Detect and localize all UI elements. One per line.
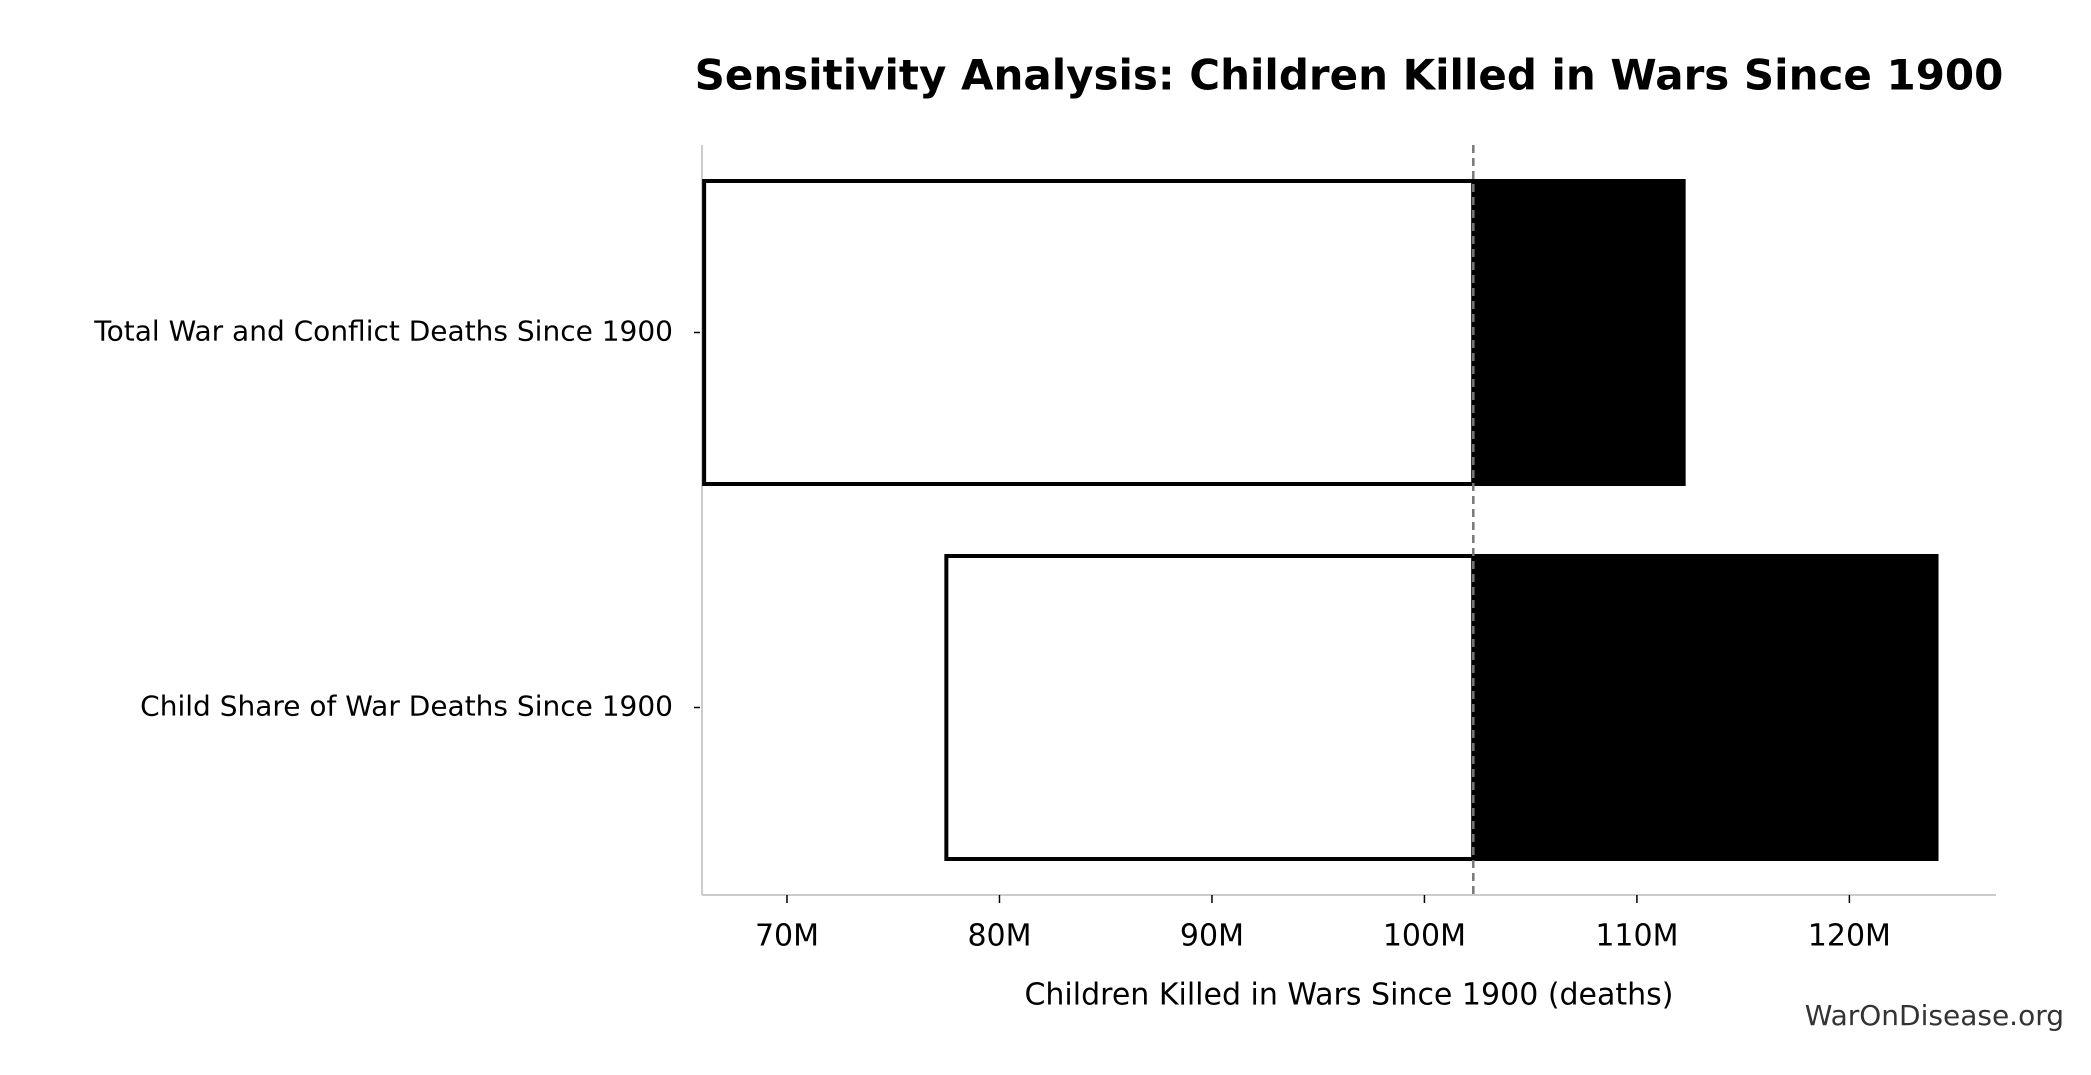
y-tick-label: Child Share of War Deaths Since 1900 <box>140 690 673 723</box>
x-tick-label: 90M <box>1180 919 1244 954</box>
high-bar <box>1471 179 1686 486</box>
x-tick-label: 80M <box>967 919 1031 954</box>
x-axis-label: Children Killed in Wars Since 1900 (deat… <box>1024 978 1673 1013</box>
high-bar <box>1471 554 1939 861</box>
x-tick-label: 70M <box>755 919 819 954</box>
x-tick-label: 100M <box>1383 919 1466 954</box>
source-note: WarOnDisease.org <box>1805 999 2064 1032</box>
chart-title: Sensitivity Analysis: Children Killed in… <box>695 51 2004 100</box>
low-bar <box>944 554 1476 861</box>
y-tick-label: Total War and Conflict Deaths Since 1900 <box>93 315 673 348</box>
x-tick-label: 120M <box>1808 919 1891 954</box>
low-bar <box>702 179 1476 486</box>
x-tick-label: 110M <box>1595 919 1678 954</box>
